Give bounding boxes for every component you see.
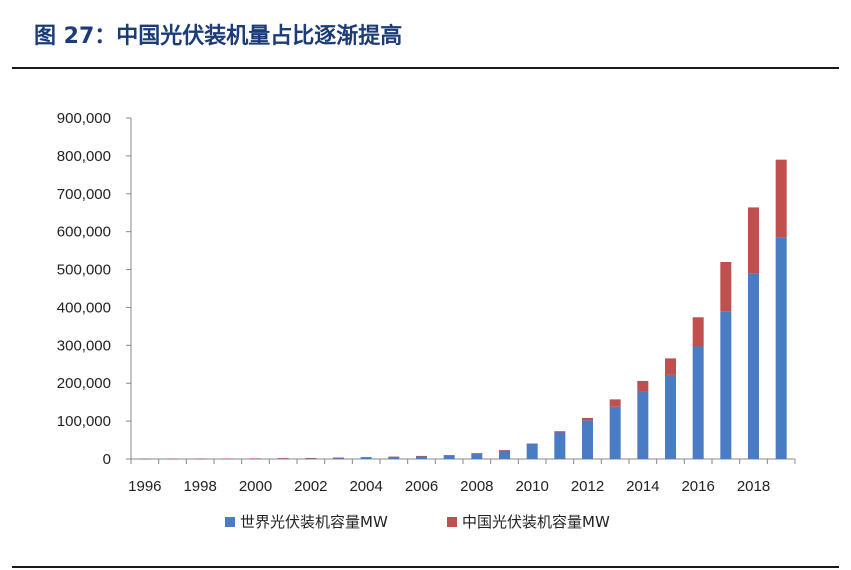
bar-china-2005 [388,456,400,458]
bar-world-2010 [526,443,538,459]
bar-world-2007 [443,455,455,459]
bar-china-2011 [554,431,566,433]
bar-china-2015 [665,358,676,375]
legend-swatch-china [447,517,457,527]
x-tick-label: 2000 [239,478,272,495]
bar-china-2008 [471,453,483,454]
bar-china-2018 [748,207,759,274]
bar-world-2006 [416,455,427,459]
y-tick-label: 600,000 [57,224,111,241]
bar-china-2006 [416,455,427,457]
bar-world-2012 [582,420,593,459]
y-tick-label: 700,000 [57,186,111,203]
bar-world-2011 [554,432,566,459]
bar-china-2014 [637,380,649,392]
bar-world-2016 [692,346,704,459]
bar-china-1997 [167,458,178,460]
bar-world-2015 [665,374,676,459]
bar-world-2005 [388,456,400,459]
y-tick-label: 500,000 [57,262,111,279]
x-tick-label: 2010 [515,478,548,495]
bar-china-2019 [775,159,787,238]
bar-china-1996 [139,458,151,460]
bar-china-2004 [360,457,372,458]
bar-china-2013 [609,399,621,407]
bar-world-2004 [360,457,372,459]
bar-china-2000 [250,458,261,460]
y-tick-label: 400,000 [57,299,111,316]
bars-group [139,159,787,460]
top-rule [12,67,839,69]
bar-china-2017 [720,261,732,312]
bar-world-2003 [333,457,344,459]
y-tick-label: 800,000 [57,148,111,165]
x-axis: 1996 1998 2000 2002 2004 2006 2008 2010 2012 2014… [128,458,796,495]
x-tick-label: 2002 [294,478,327,495]
bar-china-2003 [333,457,344,459]
y-axis: 0 100,000 200,000 300,000 400,000 500,000 600,… [57,110,132,468]
bottom-rule [12,566,839,568]
bar-world-2009 [499,450,510,459]
bar-world-2014 [637,391,649,459]
bar-china-2010 [526,443,538,445]
legend: 世界光伏装机容量MW 中国光伏装机容量MW [225,513,610,531]
bar-china-1998 [194,458,206,460]
figure-title: 图 27：中国光伏装机量占比逐渐提高 [34,24,403,49]
bar-world-2013 [609,406,621,459]
y-tick-label: 0 [103,451,111,468]
legend-label-world: 世界光伏装机容量MW [240,513,388,531]
y-tick-label: 900,000 [57,110,111,127]
x-tick-label: 2014 [626,478,659,495]
y-tick-label: 200,000 [57,375,111,392]
x-tick-label: 2008 [460,478,493,495]
x-tick-label: 1998 [183,478,216,495]
bar-china-2002 [305,458,317,459]
bar-world-2018 [748,273,759,459]
x-tick-label: 2004 [349,478,382,495]
legend-swatch-world [225,517,235,527]
bar-china-2001 [277,458,289,459]
x-tick-label: 1996 [128,478,161,495]
bar-china-2012 [582,417,593,421]
x-tick-label: 2018 [737,478,770,495]
legend-label-china: 中国光伏装机容量MW [462,513,610,531]
bar-world-2008 [471,453,483,459]
y-tick-label: 100,000 [57,413,111,430]
x-tick-label: 2006 [405,478,438,495]
x-tick-label: 2016 [681,478,714,495]
y-tick-label: 300,000 [57,337,111,354]
bar-china-2016 [692,317,704,347]
x-tick-label: 2012 [571,478,604,495]
bar-world-2019 [775,237,787,459]
bar-china-2009 [499,450,510,451]
bar-china-1999 [222,458,234,460]
bar-china-2007 [443,455,455,456]
bar-world-2017 [720,311,732,459]
